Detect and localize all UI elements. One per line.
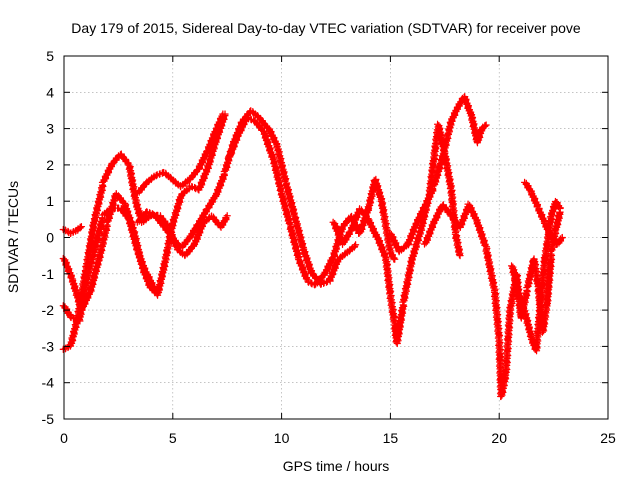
series-satellite-track-8 [329,120,464,348]
series-satellite-track-4 [59,222,86,238]
y-tick-label: -1 [42,266,55,282]
y-axis-label: SDTVAR / TECUs [5,181,21,293]
y-tick-label: -2 [42,302,55,318]
y-tick-label: 2 [46,157,54,173]
ticks-layer: 0 5 10 15 20 25 -5 -4 -3 -2 -1 0 1 2 3 4 5 [42,48,616,446]
y-tick-label: -5 [42,411,55,427]
series-satellite-track-9 [386,92,490,256]
chart-title: Day 179 of 2015, Sidereal Day-to-day VTE… [71,20,581,36]
series-layer [59,92,566,401]
x-tick-label: 25 [600,430,616,446]
series-satellite-track-12 [520,178,566,249]
x-tick-label: 5 [169,430,177,446]
series-satellite-track-7 [225,114,399,289]
x-tick-label: 15 [383,430,399,446]
y-tick-label: -4 [42,375,55,391]
series-satellite-track-6 [133,107,360,288]
y-tick-label: 5 [46,48,54,64]
y-tick-label: 3 [46,121,54,137]
x-tick-label: 20 [491,430,507,446]
x-axis-label: GPS time / hours [283,458,390,474]
series-satellite-track-5 [133,110,227,197]
y-tick-label: 4 [46,84,54,100]
series-satellite-track-11 [507,197,564,355]
y-tick-label: 0 [46,230,54,246]
x-tick-label: 0 [60,430,68,446]
y-tick-label: 1 [46,193,54,209]
x-tick-label: 10 [274,430,290,446]
y-tick-label: -3 [42,338,55,354]
